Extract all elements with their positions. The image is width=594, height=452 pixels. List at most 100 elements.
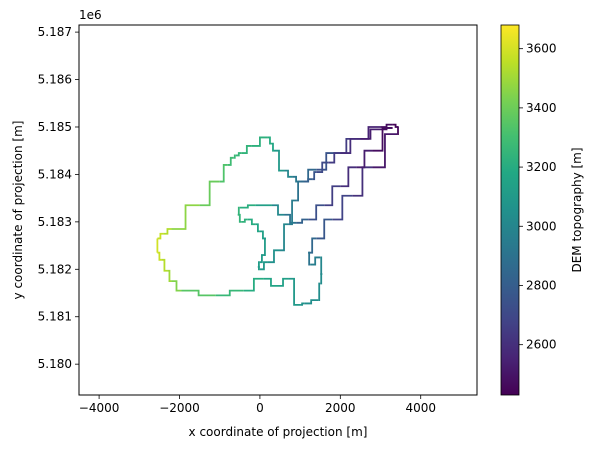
contour-segment bbox=[284, 169, 293, 178]
contour-segment bbox=[243, 277, 264, 292]
inner-outline bbox=[237, 127, 393, 271]
contour-segment bbox=[235, 152, 242, 157]
contour-segment bbox=[233, 154, 236, 159]
x-axis-label: x coordinate of projection [m] bbox=[189, 425, 368, 439]
contour-segment bbox=[296, 218, 309, 224]
contour-segment bbox=[308, 237, 317, 254]
colorbar-tick-label: 3000 bbox=[526, 219, 557, 233]
contour-segment bbox=[380, 127, 393, 131]
contour-segment bbox=[324, 185, 341, 207]
colorbar-label: DEM topography [m] bbox=[570, 147, 584, 272]
colorbar bbox=[500, 24, 520, 396]
contour-segment bbox=[267, 136, 272, 145]
y-tick-label: 5.180 bbox=[38, 357, 72, 371]
contour-segment bbox=[227, 156, 234, 166]
x-tick-label: 0 bbox=[256, 401, 264, 415]
outer-outline bbox=[156, 123, 399, 306]
y-tick-label: 5.186 bbox=[38, 73, 72, 87]
contour-segment bbox=[171, 204, 200, 230]
contour-segment bbox=[316, 152, 337, 171]
contour-segment bbox=[157, 232, 164, 240]
contour-segment bbox=[332, 194, 353, 221]
x-tick-label: 4000 bbox=[405, 401, 436, 415]
contour-segment bbox=[263, 237, 266, 256]
contour-segment bbox=[271, 204, 285, 216]
contour-segment bbox=[296, 180, 301, 202]
colorbar-tick-label: 3600 bbox=[526, 42, 557, 56]
contour-segment bbox=[215, 289, 244, 297]
contour-segment bbox=[308, 251, 311, 266]
x-tick-label: −4000 bbox=[79, 401, 120, 415]
contour-segment bbox=[251, 136, 268, 147]
contour-segment bbox=[219, 164, 228, 183]
contour-segment bbox=[300, 302, 305, 306]
contour-segment bbox=[171, 280, 182, 292]
contour-segment bbox=[336, 137, 357, 154]
colorbar-tick-label: 3200 bbox=[526, 160, 557, 174]
contour-segment bbox=[167, 269, 172, 283]
y-tick-label: 5.182 bbox=[38, 262, 72, 276]
contour-segment bbox=[271, 142, 274, 152]
contour-segment bbox=[255, 223, 260, 233]
contour-segment bbox=[284, 213, 297, 224]
colorbar-tick-label: 3400 bbox=[526, 101, 557, 115]
contour-segment bbox=[247, 218, 256, 226]
y-offset-label: 1e6 bbox=[79, 8, 102, 22]
contour-segment bbox=[372, 127, 393, 152]
contour-segment bbox=[280, 223, 289, 252]
axes-frame bbox=[78, 24, 478, 396]
contour-segment bbox=[278, 277, 289, 287]
contour-segment bbox=[320, 273, 323, 285]
contour-segment bbox=[316, 161, 329, 173]
y-tick-label: 5.187 bbox=[38, 25, 72, 39]
contour-segment bbox=[318, 282, 321, 302]
contour-segment bbox=[360, 128, 381, 140]
contour-segment bbox=[267, 249, 281, 264]
y-tick-label: 5.185 bbox=[38, 120, 72, 134]
y-tick-label: 5.183 bbox=[38, 215, 72, 229]
y-axis-label: y coordinate of projection [m] bbox=[11, 121, 25, 300]
contour-segment bbox=[340, 166, 357, 188]
y-axis: 5.180 5.181 5.182 5.183 5.184 5.185 5.186 5.187 bbox=[38, 25, 79, 371]
colorbar-axis: 2600 2800 3000 3200 3400 3600 bbox=[519, 42, 557, 352]
contour-segment bbox=[397, 126, 399, 136]
x-tick-label: 2000 bbox=[325, 401, 356, 415]
contour-segment bbox=[288, 277, 301, 306]
plot-area bbox=[156, 123, 399, 306]
colorbar-tick-label: 2800 bbox=[526, 278, 557, 292]
contour-segment bbox=[312, 171, 317, 181]
contour-segment bbox=[372, 133, 398, 169]
contour-segment bbox=[304, 178, 313, 183]
contour-segment bbox=[259, 230, 266, 240]
contour-segment bbox=[241, 145, 252, 154]
contour-segment bbox=[288, 199, 297, 226]
contour-segment bbox=[304, 299, 319, 305]
contour-segment bbox=[328, 152, 341, 164]
contour-segment bbox=[163, 228, 172, 235]
x-tick-label: −2000 bbox=[159, 401, 200, 415]
contour-segment bbox=[263, 277, 278, 287]
y-tick-label: 5.181 bbox=[38, 310, 72, 324]
y-tick-label: 5.184 bbox=[38, 167, 72, 181]
contour-segment bbox=[380, 123, 393, 128]
contour-segment bbox=[237, 213, 242, 223]
contour-segment bbox=[157, 251, 162, 261]
contour-segment bbox=[316, 218, 333, 240]
contour-segment bbox=[199, 180, 220, 207]
contour-segment bbox=[259, 254, 264, 264]
contour-segment bbox=[310, 256, 321, 266]
contour-segment bbox=[308, 204, 325, 221]
colorbar-tick-label: 2600 bbox=[526, 338, 557, 352]
contour-segment bbox=[392, 123, 399, 128]
contour-segment bbox=[356, 149, 373, 169]
x-axis: −4000 −2000 0 2000 4000 bbox=[79, 395, 436, 415]
contour-segment bbox=[257, 266, 260, 271]
contour-segment bbox=[237, 206, 240, 216]
contour-segment bbox=[161, 258, 168, 272]
contour-segment bbox=[340, 137, 361, 154]
contour-segment bbox=[239, 204, 256, 209]
contour-segment bbox=[273, 149, 285, 172]
contour-segment bbox=[352, 166, 373, 197]
